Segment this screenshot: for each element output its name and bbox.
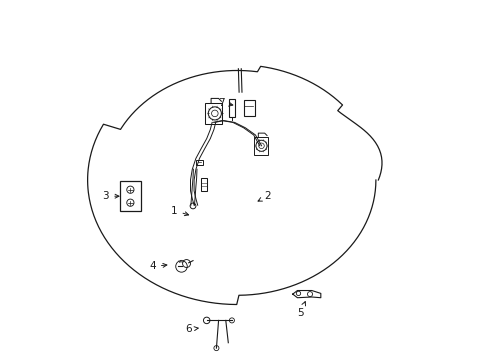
Text: 2: 2 [258,191,271,201]
Text: 5: 5 [296,302,305,318]
Text: 3: 3 [102,191,119,201]
Bar [120,181,141,211]
Bar [200,178,206,191]
Text: 7: 7 [217,98,232,108]
Bar [244,100,255,116]
Text: 6: 6 [185,324,198,334]
Text: 1: 1 [171,206,188,216]
Bar [228,99,235,117]
Text: 4: 4 [149,261,166,271]
